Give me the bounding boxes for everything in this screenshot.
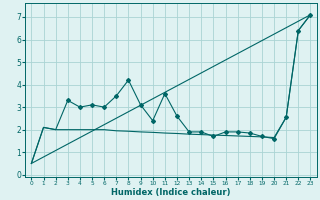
X-axis label: Humidex (Indice chaleur): Humidex (Indice chaleur) [111, 188, 231, 197]
